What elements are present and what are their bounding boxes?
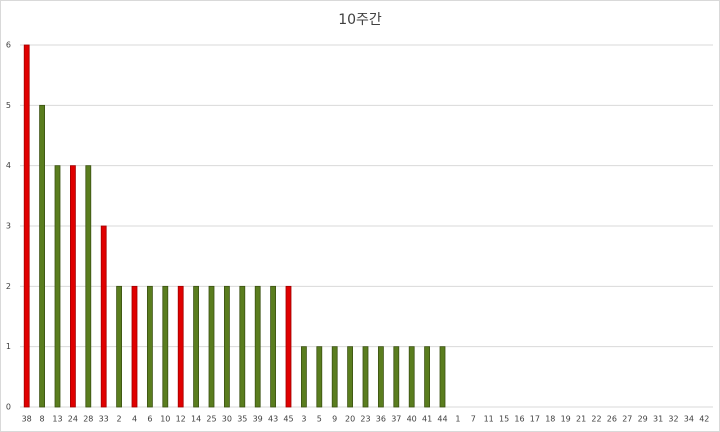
x-tick-label: 22 bbox=[591, 415, 601, 424]
bar bbox=[208, 285, 215, 408]
bar bbox=[362, 346, 369, 408]
x-tick-label: 24 bbox=[68, 415, 78, 424]
bar bbox=[23, 44, 30, 408]
bar bbox=[239, 285, 246, 408]
x-tick-label: 26 bbox=[607, 415, 617, 424]
x-tick-label: 42 bbox=[699, 415, 709, 424]
x-tick-label: 43 bbox=[268, 415, 278, 424]
x-tick-label: 19 bbox=[561, 415, 571, 424]
bar bbox=[285, 285, 292, 408]
x-tick-label: 31 bbox=[653, 415, 663, 424]
bar bbox=[223, 285, 230, 408]
x-tick-label: 5 bbox=[317, 415, 322, 424]
chart-title: 10주간 bbox=[338, 12, 382, 28]
x-tick-label: 45 bbox=[283, 415, 293, 424]
x-tick-label: 32 bbox=[668, 415, 678, 424]
bar bbox=[254, 285, 261, 408]
bar bbox=[146, 285, 153, 408]
x-tick-label: 9 bbox=[332, 415, 337, 424]
bar bbox=[393, 346, 400, 408]
x-tick-label: 15 bbox=[499, 415, 509, 424]
x-tick-label: 33 bbox=[99, 415, 109, 424]
x-tick-label: 17 bbox=[530, 415, 540, 424]
x-tick-label: 8 bbox=[40, 415, 45, 424]
bar bbox=[408, 346, 415, 408]
x-tick-label: 16 bbox=[514, 415, 524, 424]
x-tick-label: 38 bbox=[22, 415, 32, 424]
x-tick-label: 34 bbox=[684, 415, 694, 424]
y-tick-label: 0 bbox=[6, 403, 11, 412]
x-tick-label: 25 bbox=[206, 415, 216, 424]
x-tick-label: 1 bbox=[455, 415, 460, 424]
x-tick-label: 41 bbox=[422, 415, 432, 424]
x-tick-label: 2 bbox=[117, 415, 122, 424]
x-tick-label: 44 bbox=[437, 415, 447, 424]
bar bbox=[39, 104, 45, 408]
bar bbox=[85, 165, 92, 408]
x-tick-label: 23 bbox=[360, 415, 370, 424]
bar bbox=[131, 285, 138, 408]
x-tick-label: 18 bbox=[545, 415, 555, 424]
y-tick-label: 2 bbox=[6, 282, 11, 291]
y-tick-label: 3 bbox=[6, 222, 11, 231]
bar bbox=[54, 165, 61, 408]
x-tick-label: 37 bbox=[391, 415, 401, 424]
x-tick-label: 10 bbox=[160, 415, 170, 424]
x-tick-label: 13 bbox=[52, 415, 62, 424]
bar bbox=[424, 346, 431, 408]
x-tick-label: 12 bbox=[176, 415, 186, 424]
y-tick-label: 6 bbox=[6, 41, 11, 50]
bar bbox=[100, 225, 107, 408]
x-tick-label: 4 bbox=[132, 415, 137, 424]
bar bbox=[316, 346, 323, 408]
bar bbox=[347, 346, 354, 408]
y-tick-label: 4 bbox=[6, 161, 11, 170]
x-tick-label: 36 bbox=[376, 415, 386, 424]
x-tick-label: 29 bbox=[638, 415, 648, 424]
bar bbox=[270, 285, 277, 408]
x-tick-label: 35 bbox=[237, 415, 247, 424]
bar bbox=[300, 346, 307, 408]
y-tick-label: 1 bbox=[6, 342, 11, 351]
x-tick-label: 27 bbox=[622, 415, 632, 424]
bar bbox=[439, 346, 446, 408]
x-tick-label: 30 bbox=[222, 415, 232, 424]
x-tick-label: 7 bbox=[471, 415, 476, 424]
x-tick-label: 6 bbox=[147, 415, 152, 424]
x-tick-label: 3 bbox=[301, 415, 306, 424]
x-tick-label: 11 bbox=[484, 415, 494, 424]
bar bbox=[331, 346, 338, 408]
y-tick-label: 5 bbox=[6, 101, 11, 110]
bar bbox=[193, 285, 200, 408]
x-tick-label: 40 bbox=[407, 415, 417, 424]
bar bbox=[116, 285, 122, 408]
bar bbox=[377, 346, 384, 408]
x-tick-label: 21 bbox=[576, 415, 586, 424]
x-tick-label: 14 bbox=[191, 415, 201, 424]
bar bbox=[177, 285, 184, 408]
bar bbox=[162, 285, 169, 408]
bar bbox=[70, 165, 76, 408]
x-tick-label: 20 bbox=[345, 415, 355, 424]
x-tick-label: 28 bbox=[83, 415, 93, 424]
x-tick-label: 39 bbox=[253, 415, 263, 424]
